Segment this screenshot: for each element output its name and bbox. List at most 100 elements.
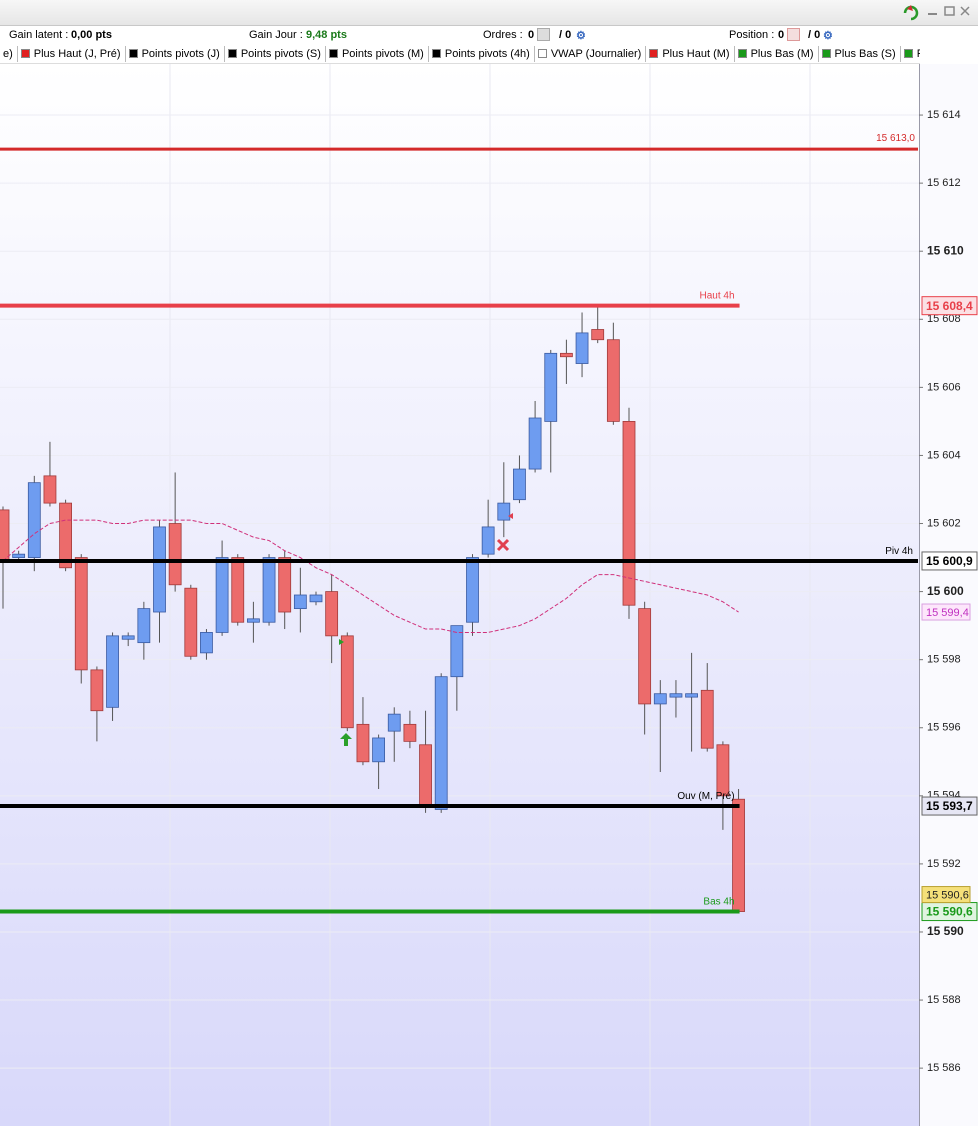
y-tick-label: 15 600 bbox=[927, 584, 964, 598]
level-tag-label: 15 608,4 bbox=[926, 299, 973, 313]
candle-body bbox=[700, 689, 714, 749]
sell-marker[interactable] bbox=[496, 538, 510, 552]
indicator-tab[interactable]: Points pivots (J) bbox=[126, 46, 225, 62]
maximize-button[interactable] bbox=[944, 6, 955, 16]
position-value: 0 bbox=[778, 29, 785, 41]
y-tick-label: 15 586 bbox=[927, 1062, 961, 1074]
y-tick-label: 15 604 bbox=[927, 449, 961, 461]
refresh-icon[interactable] bbox=[903, 5, 919, 21]
candle-body bbox=[716, 744, 730, 797]
ordres-settings-icon[interactable]: ⚙ bbox=[576, 30, 586, 42]
level-label: Piv 4h bbox=[885, 546, 913, 557]
candle-body bbox=[106, 635, 119, 708]
indicator-swatch bbox=[821, 49, 831, 58]
indicator-tab[interactable]: Plus Bas (M) bbox=[735, 46, 819, 62]
candle-body bbox=[685, 693, 698, 698]
ordres-label: Ordres : bbox=[483, 29, 523, 41]
y-tick-label: 15 596 bbox=[927, 722, 961, 734]
indicator-tabs: e) Plus Haut (J, Pré) Points pivots (J) Poi… bbox=[0, 45, 920, 64]
candle-body bbox=[638, 608, 652, 705]
indicator-swatch bbox=[649, 49, 659, 58]
indicator-tab[interactable]: Plus Bas (S) bbox=[819, 46, 901, 62]
candle-body bbox=[653, 693, 667, 705]
close-button[interactable] bbox=[960, 6, 970, 16]
axis-background bbox=[919, 64, 978, 1126]
indicator-label: Points pivots (J) bbox=[141, 48, 220, 60]
candle-body bbox=[591, 329, 605, 341]
ordres-close-icon[interactable] bbox=[537, 28, 550, 41]
buy-marker[interactable] bbox=[340, 733, 352, 746]
level-label: Ouv (M, Pré) bbox=[677, 791, 734, 802]
candle-body bbox=[27, 482, 41, 558]
level-tag-label: 15 600,9 bbox=[926, 554, 973, 568]
price-tag bbox=[921, 886, 971, 904]
position-settings-icon[interactable]: ⚙ bbox=[823, 30, 833, 42]
candle-body bbox=[528, 417, 542, 470]
candle-body bbox=[90, 669, 104, 712]
window-titlebar bbox=[0, 0, 978, 26]
position-total: / 0 bbox=[808, 29, 821, 41]
indicator-tab[interactable]: Points pivots (4h) bbox=[429, 46, 535, 62]
indicator-label: Plus Haut (M) bbox=[662, 48, 730, 60]
candle-body bbox=[59, 502, 72, 569]
indicator-label: e) bbox=[3, 48, 13, 60]
y-tick-label: 15 606 bbox=[927, 381, 961, 393]
indicator-tab[interactable]: Plus Haut (J, Pré) bbox=[18, 46, 126, 62]
indicator-tab[interactable]: Plus Bas bbox=[901, 46, 920, 62]
indicator-label: Points pivots (4h) bbox=[444, 48, 530, 60]
candle-body bbox=[419, 744, 432, 807]
y-tick-label: 15 592 bbox=[927, 858, 961, 870]
candle-body bbox=[246, 618, 260, 623]
vwap-tag-label: 15 599,4 bbox=[926, 607, 969, 619]
gain-jour-value: 9,48 pts bbox=[306, 29, 347, 41]
indicator-label: Plus Bas (S) bbox=[834, 48, 896, 60]
candle-body bbox=[262, 557, 276, 623]
candle-body bbox=[340, 635, 354, 729]
level-label: Bas 4h bbox=[703, 897, 734, 908]
candle-body bbox=[309, 594, 323, 603]
candle-body bbox=[544, 352, 558, 422]
indicator-swatch bbox=[737, 49, 747, 58]
ordres-value: 0 bbox=[528, 29, 535, 41]
candle-body bbox=[137, 608, 151, 644]
gain-latent-value: 0,00 pts bbox=[71, 29, 112, 41]
candle-body bbox=[669, 693, 683, 698]
plot-background bbox=[0, 64, 919, 1126]
indicator-tab[interactable]: VWAP (Journalier) bbox=[535, 46, 647, 62]
indicator-tab[interactable]: e) bbox=[0, 46, 18, 62]
indicator-tab[interactable]: Plus Haut (M) bbox=[646, 46, 735, 62]
candle-body bbox=[325, 591, 339, 637]
indicator-tab[interactable]: Points pivots (S) bbox=[225, 46, 326, 62]
level-tag-label: 15 593,7 bbox=[926, 799, 973, 813]
candle-body bbox=[434, 676, 448, 810]
y-tick-label: 15 598 bbox=[927, 654, 961, 666]
candle-body bbox=[466, 557, 479, 623]
y-tick-label: 15 614 bbox=[927, 109, 961, 121]
candle-body bbox=[200, 632, 213, 654]
indicator-label: Plus Haut (J, Pré) bbox=[33, 48, 121, 60]
candle-body bbox=[481, 526, 495, 555]
indicator-label: Points pivots (M) bbox=[341, 48, 424, 60]
candle-body bbox=[215, 557, 229, 633]
vwap-line bbox=[2, 519, 739, 633]
indicator-label: Points pivots (S) bbox=[240, 48, 321, 60]
y-tick-label: 15 602 bbox=[927, 517, 961, 529]
indicator-label: VWAP (Journalier) bbox=[550, 48, 642, 60]
candle-body bbox=[74, 557, 88, 671]
candle-body bbox=[387, 713, 401, 732]
indicator-swatch bbox=[431, 49, 441, 58]
level-label: Haut 4h bbox=[700, 291, 735, 302]
indicator-swatch bbox=[20, 49, 30, 58]
indicator-swatch bbox=[227, 49, 237, 58]
vwap-tag bbox=[921, 603, 971, 621]
indicator-swatch bbox=[328, 49, 338, 58]
minimize-button[interactable] bbox=[928, 13, 937, 15]
candle-body bbox=[231, 557, 245, 623]
indicator-tab[interactable]: Points pivots (M) bbox=[326, 46, 429, 62]
candle-body bbox=[575, 332, 589, 364]
candle-body bbox=[403, 723, 417, 742]
indicator-swatch bbox=[537, 49, 547, 58]
position-close-icon[interactable] bbox=[787, 28, 800, 41]
